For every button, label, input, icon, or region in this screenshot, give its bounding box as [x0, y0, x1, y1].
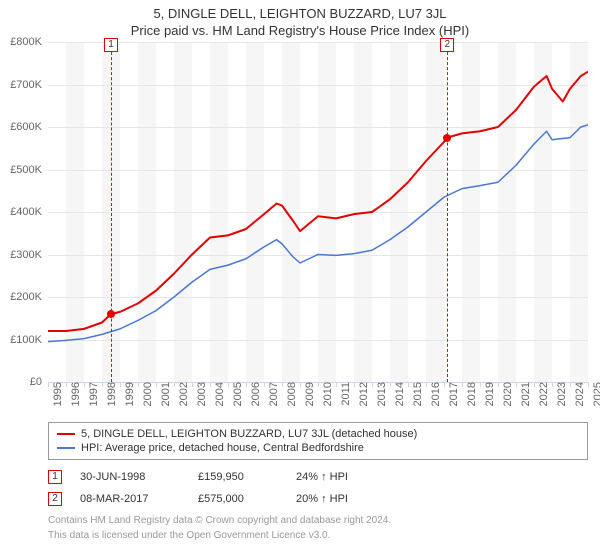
sale-index-box: 2 — [48, 492, 62, 506]
x-tick-label: 2018 — [462, 382, 478, 406]
chart-subtitle: Price paid vs. HM Land Registry's House … — [0, 21, 600, 42]
sale-date: 30-JUN-1998 — [80, 471, 180, 483]
sale-price: £159,950 — [198, 471, 278, 483]
x-tick-label: 2021 — [516, 382, 532, 406]
series-svg — [48, 42, 588, 382]
series-line-property — [48, 72, 588, 331]
x-tick-label: 2017 — [444, 382, 460, 406]
y-tick-label: £0 — [30, 376, 48, 388]
legend-label: 5, DINGLE DELL, LEIGHTON BUZZARD, LU7 3J… — [81, 428, 417, 440]
x-tick-label: 2022 — [534, 382, 550, 406]
sale-marker-dot — [107, 310, 115, 318]
x-tick-label: 1996 — [66, 382, 82, 406]
chart-plot-area: £0£100K£200K£300K£400K£500K£600K£700K£80… — [48, 42, 588, 382]
legend-item: HPI: Average price, detached house, Cent… — [57, 441, 579, 455]
legend: 5, DINGLE DELL, LEIGHTON BUZZARD, LU7 3J… — [48, 422, 588, 460]
legend-label: HPI: Average price, detached house, Cent… — [81, 442, 364, 454]
legend-swatch — [57, 447, 75, 449]
y-tick-label: £500K — [10, 164, 48, 176]
x-tick-label: 2012 — [354, 382, 370, 406]
x-tick-label: 2003 — [192, 382, 208, 406]
x-tick-label: 1998 — [102, 382, 118, 406]
attribution-line-1: Contains HM Land Registry data © Crown c… — [48, 514, 588, 527]
attribution-line-2: This data is licensed under the Open Gov… — [48, 529, 588, 542]
x-tick-label: 2014 — [390, 382, 406, 406]
sale-marker-dot — [443, 134, 451, 142]
series-line-hpi — [48, 125, 588, 342]
sale-table: 1 30-JUN-1998 £159,950 24% ↑ HPI 2 08-MAR-201… — [48, 466, 588, 510]
x-tick-label: 1999 — [120, 382, 136, 406]
x-tick-label: 2001 — [156, 382, 172, 406]
x-tick-label: 2020 — [498, 382, 514, 406]
x-tick-label: 2016 — [426, 382, 442, 406]
x-tick-label: 2013 — [372, 382, 388, 406]
y-tick-label: £100K — [10, 334, 48, 346]
x-tick-label: 2011 — [336, 382, 352, 406]
sale-marker-line — [111, 42, 112, 382]
x-tick-label: 2007 — [264, 382, 280, 406]
sale-delta: 24% ↑ HPI — [296, 471, 348, 483]
legend-swatch — [57, 433, 75, 435]
legend-item: 5, DINGLE DELL, LEIGHTON BUZZARD, LU7 3J… — [57, 427, 579, 441]
x-tick-label: 2015 — [408, 382, 424, 406]
x-tick-label: 2004 — [210, 382, 226, 406]
x-tick-label: 2006 — [246, 382, 262, 406]
x-tick-label: 2008 — [282, 382, 298, 406]
x-tick-label: 1997 — [84, 382, 100, 406]
x-tick-label: 2009 — [300, 382, 316, 406]
x-tick-label: 2019 — [480, 382, 496, 406]
x-tick-label: 2002 — [174, 382, 190, 406]
sale-row: 1 30-JUN-1998 £159,950 24% ↑ HPI — [48, 466, 588, 488]
y-tick-label: £600K — [10, 121, 48, 133]
sale-index-box: 1 — [48, 470, 62, 484]
y-tick-label: £400K — [10, 206, 48, 218]
sale-row: 2 08-MAR-2017 £575,000 20% ↑ HPI — [48, 488, 588, 510]
x-tick-label: 1995 — [48, 382, 64, 406]
y-tick-label: £300K — [10, 249, 48, 261]
sale-marker-line — [447, 42, 448, 382]
x-tick-label: 2000 — [138, 382, 154, 406]
x-tick-label: 2024 — [570, 382, 586, 406]
x-tick-label: 2005 — [228, 382, 244, 406]
sale-marker-box: 2 — [440, 38, 454, 52]
x-tick-label: 2010 — [318, 382, 334, 406]
y-tick-label: £700K — [10, 79, 48, 91]
sale-marker-box: 1 — [104, 38, 118, 52]
y-tick-label: £800K — [10, 36, 48, 48]
sale-price: £575,000 — [198, 493, 278, 505]
sale-date: 08-MAR-2017 — [80, 493, 180, 505]
sale-delta: 20% ↑ HPI — [296, 493, 348, 505]
x-tick-label: 2025 — [588, 382, 600, 406]
x-tick-label: 2023 — [552, 382, 568, 406]
chart-title: 5, DINGLE DELL, LEIGHTON BUZZARD, LU7 3J… — [0, 0, 600, 21]
y-tick-label: £200K — [10, 291, 48, 303]
